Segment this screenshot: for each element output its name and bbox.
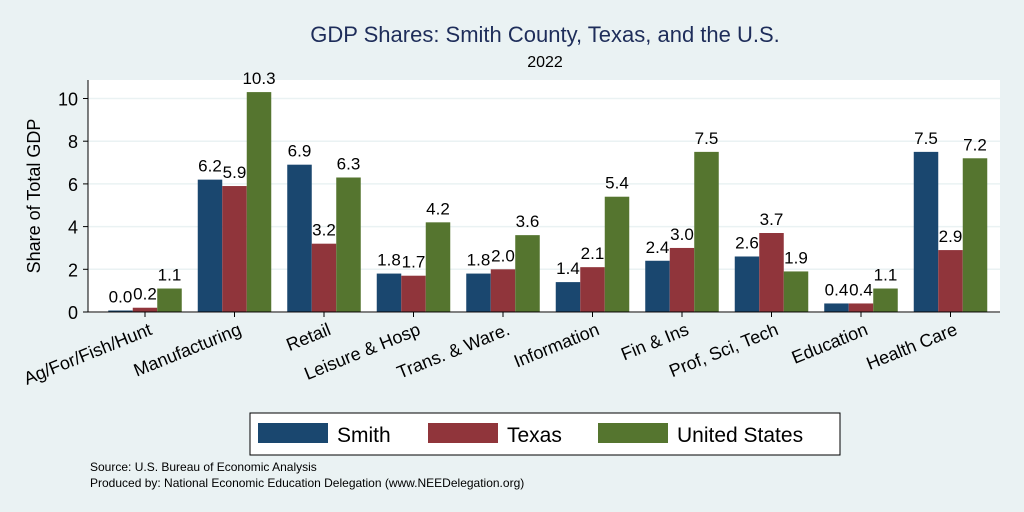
bar [580,267,605,312]
data-label: 4.2 [426,199,450,218]
bar [287,164,312,312]
bar [669,247,695,312]
legend-label-us: United States [677,424,803,447]
data-label: 0.0 [109,288,133,307]
bar [938,250,963,312]
data-label: 1.8 [467,251,491,270]
data-label: 5.9 [223,163,247,182]
bar [490,269,516,312]
legend-label-texas: Texas [507,424,562,447]
chart-title: GDP Shares: Smith County, Texas, and the… [310,22,780,47]
legend-swatch-us [598,423,668,443]
y-tick-label: 8 [68,132,78,152]
bar [604,196,630,312]
bar [157,288,182,312]
data-label: 0.4 [825,280,849,299]
data-label: 0.2 [133,285,157,304]
x-tick-label: Health Care [863,319,960,374]
bar [311,243,337,312]
data-label: 1.1 [874,266,898,285]
data-label: 2.0 [491,246,515,265]
bar [246,92,272,312]
data-label: 2.1 [581,244,605,263]
source-note: Source: U.S. Bureau of Economic Analysis [90,460,317,474]
data-label: 3.2 [312,221,336,240]
bar [108,310,133,312]
bar [734,256,760,312]
y-tick-label: 10 [58,90,78,110]
produced-by-note: Produced by: National Economic Education… [90,476,524,490]
bar [376,273,402,312]
y-tick-label: 4 [68,218,78,238]
data-label: 7.2 [963,135,987,154]
bar [555,282,581,312]
bar [197,179,223,312]
legend-swatch-texas [428,423,498,443]
data-label: 5.4 [605,174,629,193]
x-tick-label: Retail [283,319,333,355]
legend: Smith Texas United States [249,412,841,456]
bar [694,151,719,312]
bar [962,158,988,312]
y-tick-label: 6 [68,175,78,195]
data-label: 3.7 [760,210,784,229]
y-tick-label: 0 [68,303,78,323]
data-label: 1.1 [158,266,182,285]
y-tick-label: 2 [68,260,78,280]
data-label: 7.5 [914,129,938,148]
data-label: 10.3 [242,69,275,88]
x-tick-label: Information [511,319,602,371]
bar [848,303,874,312]
chart-subtitle: 2022 [527,54,563,71]
bar [913,151,939,312]
bar [824,303,849,312]
data-label: 1.9 [784,248,808,267]
data-label: 6.3 [337,154,361,173]
data-label: 6.9 [288,142,312,161]
legend-swatch-smith [258,423,328,443]
bar [425,222,451,312]
legend-label-smith: Smith [337,424,391,447]
bar [401,275,426,312]
bar [759,233,784,312]
data-label: 0.4 [849,280,873,299]
data-label: 2.6 [735,233,759,252]
data-label: 3.6 [516,212,540,231]
bar [645,260,670,312]
data-label: 1.7 [402,253,426,272]
bar [873,288,898,312]
data-label: 7.5 [695,129,719,148]
bar [222,186,247,312]
data-label: 2.9 [939,227,963,246]
x-tick-label: Ag/For/Fish/Hunt [21,319,155,389]
y-axis-label: Share of Total GDP [24,119,44,274]
x-tick-label: Education [789,319,871,368]
data-label: 1.8 [377,251,401,270]
bar [132,307,158,312]
data-label: 2.4 [646,238,670,257]
bar [466,273,491,312]
bar [515,235,540,312]
data-label: 1.4 [556,259,580,278]
bar [336,177,361,312]
bar [783,271,809,312]
data-label: 6.2 [198,157,222,176]
data-label: 3.0 [670,225,694,244]
